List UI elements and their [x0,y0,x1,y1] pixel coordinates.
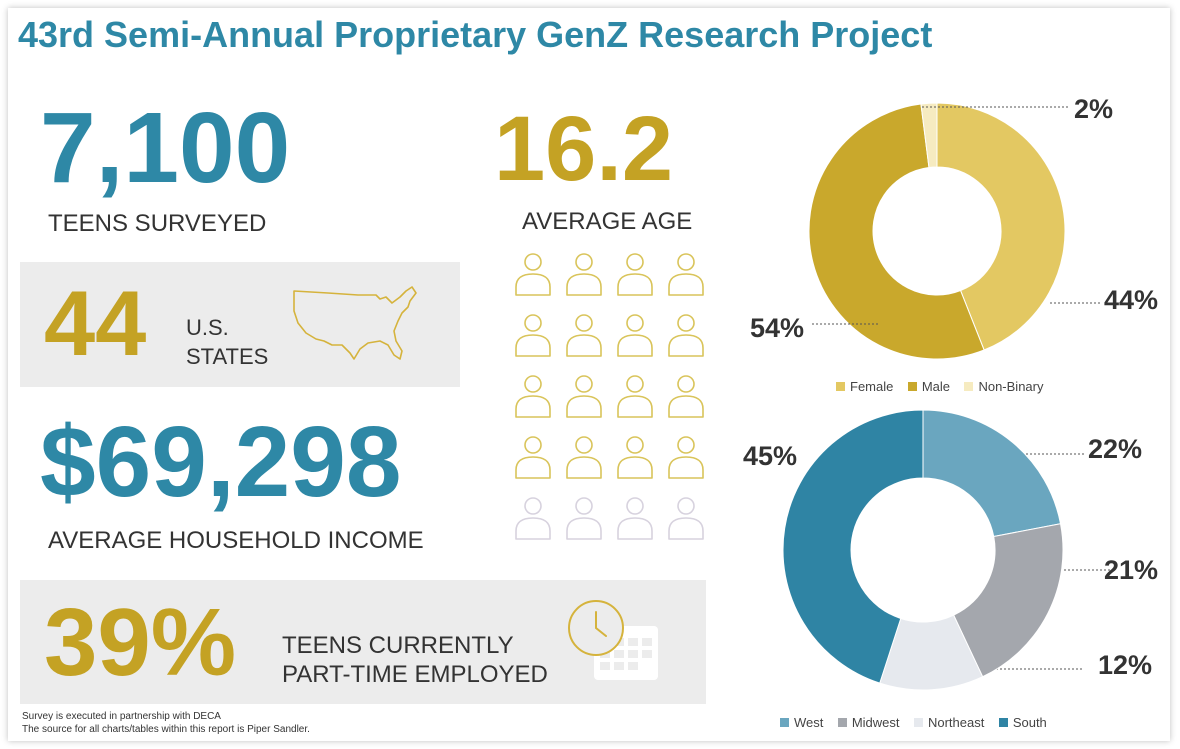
person-icon [566,497,602,540]
legend-item-nonbinary: Non-Binary [964,379,1043,394]
legend-swatch [913,718,923,727]
region-label-midwest: 21% [1104,555,1159,585]
age-label: AVERAGE AGE [522,208,693,235]
legend-swatch [907,382,917,391]
legend-item-male: Male [907,379,950,394]
age-pictogram [515,253,704,540]
legend-item-female: Female [836,379,893,394]
legend-swatch [780,718,789,727]
gender-label-nonbinary: 2% [1074,94,1114,124]
region-legend: West Midwest Northeast South [780,714,1057,732]
region-label-south: 45% [743,441,798,471]
donut-slice-west [922,409,1062,538]
donut-slice-midwest [952,523,1064,678]
person-icon [668,497,704,540]
employed-label-line1: TEENS CURRENTLY [282,632,514,659]
legend-item-south: South [998,715,1047,730]
legend-item-west: West [780,715,823,730]
us-map-icon [293,286,417,360]
legend-swatch [998,718,1008,727]
teens-surveyed-label: TEENS SURVEYED [48,210,267,237]
gender-donut-chart [808,102,1066,360]
person-icon [515,253,551,296]
page-title: 43rd Semi-Annual Proprietary GenZ Resear… [18,14,933,55]
income-value: $69,298 [40,406,402,518]
states-label-line2: STATES [186,344,269,369]
region-donut-chart [782,409,1064,691]
person-icon [617,253,653,296]
gender-label-male: 54% [750,313,805,343]
person-icon [566,314,602,357]
person-icon [566,375,602,418]
legend-label: Midwest [851,715,900,730]
donut-slice-female [936,102,1066,351]
legend-label: Non-Binary [978,379,1044,394]
person-icon [668,375,704,418]
states-panel [20,262,460,387]
clock-calendar-icon [568,600,658,680]
legend-item-midwest: Midwest [837,715,900,730]
legend-swatch [837,718,847,727]
person-icon [617,314,653,357]
donut-slice-south [782,409,924,684]
region-label-northeast: 12% [1098,650,1153,680]
person-icon [617,436,653,479]
legend-label: West [794,715,824,730]
employed-value: 39% [44,589,237,696]
person-icon [515,497,551,540]
person-icon [515,436,551,479]
person-icon [668,253,704,296]
person-icon [566,436,602,479]
person-icon [515,375,551,418]
states-label-line1: U.S. [186,315,229,340]
employed-label-line2: PART-TIME EMPLOYED [282,661,548,688]
person-icon [617,497,653,540]
legend-label: Female [850,379,894,394]
legend-label: Northeast [927,715,985,730]
person-icon [515,314,551,357]
footnote-line1: Survey is executed in partnership with D… [22,711,221,722]
legend-label: Male [921,379,950,394]
gender-legend: Female Male Non-Binary [836,378,1053,396]
legend-swatch [836,382,845,391]
teens-surveyed-value: 7,100 [40,92,291,204]
legend-label: South [1012,715,1047,730]
region-label-west: 22% [1088,434,1143,464]
legend-swatch [964,382,974,391]
donut-slice-non-binary [920,102,938,169]
person-icon [668,314,704,357]
legend-item-northeast: Northeast [913,715,985,730]
person-icon [617,375,653,418]
person-icon [668,436,704,479]
income-label: AVERAGE HOUSEHOLD INCOME [48,527,424,554]
footnote-line2: The source for all charts/tables within … [22,724,310,735]
states-value: 44 [44,273,147,375]
donut-slice-male [808,103,985,360]
person-icon [566,253,602,296]
gender-label-female: 44% [1104,285,1159,315]
age-value: 16.2 [494,98,674,200]
